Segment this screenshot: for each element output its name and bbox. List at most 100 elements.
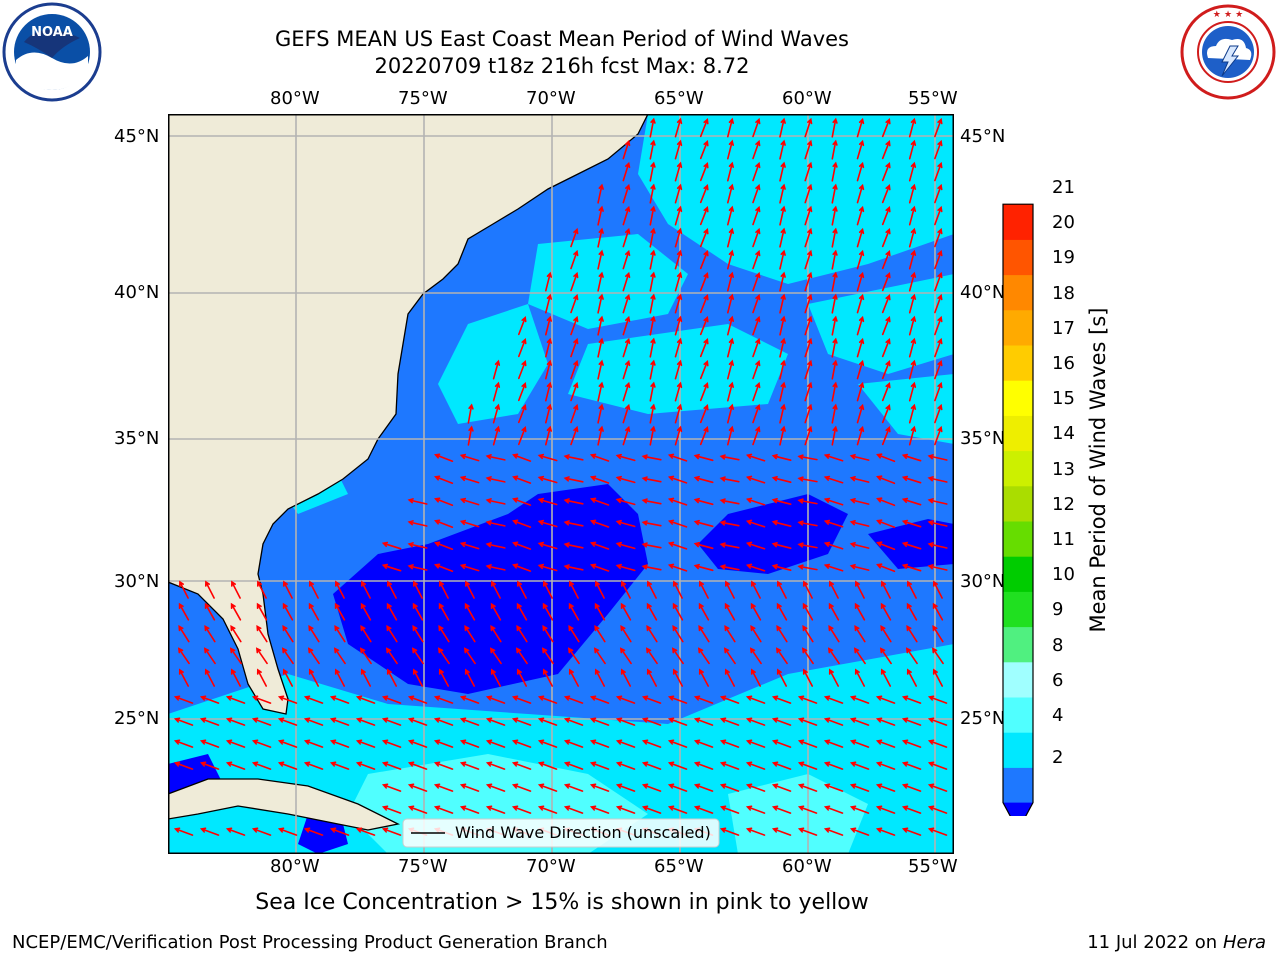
wave-direction-arrow xyxy=(693,783,714,792)
wave-direction-arrow xyxy=(856,139,865,160)
wave-direction-arrow xyxy=(641,564,662,571)
wave-direction-arrow xyxy=(563,805,584,814)
wave-direction-arrow xyxy=(381,541,402,550)
wave-direction-arrow xyxy=(517,580,527,599)
wave-direction-arrow xyxy=(849,739,870,748)
wave-direction-arrow xyxy=(802,668,813,687)
wave-direction-arrow xyxy=(360,624,372,643)
wave-direction-arrow xyxy=(459,695,480,704)
wave-direction-arrow xyxy=(433,783,454,792)
wave-direction-arrow xyxy=(674,315,683,336)
wave-direction-arrow xyxy=(329,717,350,726)
wave-direction-arrow xyxy=(257,580,267,599)
wave-direction-arrow xyxy=(459,563,480,572)
colorbar-label: Mean Period of Wind Waves [s] xyxy=(1086,307,1110,633)
wave-direction-arrow xyxy=(849,783,870,792)
wave-direction-arrow xyxy=(589,695,610,704)
wave-direction-arrow xyxy=(804,139,813,160)
wave-direction-arrow xyxy=(823,453,844,462)
wave-direction-arrow xyxy=(674,337,683,358)
wave-direction-arrow xyxy=(360,668,371,687)
wave-direction-arrow xyxy=(204,624,216,643)
wave-direction-arrow xyxy=(856,425,865,446)
wave-direction-arrow xyxy=(875,783,896,792)
wave-direction-arrow xyxy=(333,647,346,665)
wave-direction-arrow xyxy=(674,227,683,248)
wave-direction-arrow xyxy=(876,453,896,463)
wave-direction-arrow xyxy=(727,227,734,248)
wave-direction-arrow xyxy=(724,624,736,643)
wave-direction-arrow xyxy=(779,403,786,424)
wave-direction-arrow xyxy=(303,827,324,836)
wave-direction-arrow xyxy=(856,293,865,314)
wave-direction-arrow xyxy=(329,695,350,704)
wave-direction-arrow xyxy=(308,668,319,687)
wave-direction-arrow xyxy=(752,271,761,292)
wave-direction-arrow xyxy=(622,403,631,424)
wave-direction-arrow xyxy=(752,381,761,402)
wave-direction-arrow xyxy=(752,359,761,380)
wave-direction-arrow xyxy=(649,381,656,402)
wave-direction-arrow xyxy=(433,717,454,726)
colorbar-extension xyxy=(1003,802,1033,817)
wave-direction-arrow xyxy=(381,739,402,748)
wave-direction-arrow xyxy=(727,139,734,160)
wave-direction-arrow xyxy=(828,668,839,687)
wave-direction-arrow xyxy=(849,454,870,461)
wave-direction-arrow xyxy=(570,271,579,292)
wave-direction-arrow xyxy=(853,647,866,665)
wave-direction-arrow xyxy=(698,602,710,621)
wave-direction-arrow xyxy=(251,695,272,704)
wave-direction-arrow xyxy=(856,381,865,402)
wave-direction-arrow xyxy=(537,695,558,704)
wave-direction-arrow xyxy=(641,498,662,505)
wave-direction-arrow xyxy=(355,695,376,704)
wave-direction-arrow xyxy=(545,337,552,358)
wave-direction-arrow xyxy=(615,761,636,770)
lat-label-right-30n: 30°N xyxy=(960,571,1006,592)
wave-direction-arrow xyxy=(537,805,558,814)
wave-direction-arrow xyxy=(775,647,788,665)
wave-direction-arrow xyxy=(674,293,683,314)
wave-direction-arrow xyxy=(719,783,740,792)
wave-direction-arrow xyxy=(750,668,761,687)
wave-direction-arrow xyxy=(485,805,506,814)
wave-direction-arrow xyxy=(621,580,631,599)
wave-direction-arrow xyxy=(771,717,792,726)
wave-direction-arrow xyxy=(907,580,917,599)
nws-logo: ★ ★ ★ xyxy=(1180,4,1276,100)
wave-direction-arrow xyxy=(727,337,734,358)
wave-direction-arrow xyxy=(589,541,610,550)
wave-direction-arrow xyxy=(649,249,656,270)
wave-direction-arrow xyxy=(797,476,818,483)
wave-direction-arrow xyxy=(831,161,838,182)
wave-direction-arrow xyxy=(745,783,766,792)
wave-direction-arrow xyxy=(771,739,792,748)
wave-direction-arrow xyxy=(537,497,558,506)
wave-direction-arrow xyxy=(597,315,604,336)
wave-direction-arrow xyxy=(752,293,761,314)
wave-direction-arrow xyxy=(459,453,480,462)
colorbar-tick-label: 15 xyxy=(1052,388,1075,410)
wave-direction-arrow xyxy=(876,497,896,507)
wave-direction-arrow xyxy=(615,563,636,572)
colorbar-tick-label: 6 xyxy=(1052,669,1064,691)
wave-direction-arrow xyxy=(282,668,293,687)
wave-direction-arrow xyxy=(674,249,683,270)
wave-direction-arrow xyxy=(593,647,606,665)
wave-direction-arrow xyxy=(854,602,866,621)
wave-direction-arrow xyxy=(308,624,320,643)
wave-direction-arrow xyxy=(563,564,584,571)
wave-direction-arrow xyxy=(804,117,813,138)
wave-direction-arrow xyxy=(779,271,786,292)
wave-direction-arrow xyxy=(745,739,766,748)
wave-direction-arrow xyxy=(537,453,558,462)
wave-direction-arrow xyxy=(459,761,480,770)
wave-direction-arrow xyxy=(256,602,268,621)
wave-direction-arrow xyxy=(329,739,350,748)
wave-direction-arrow xyxy=(901,761,922,770)
wave-direction-arrow xyxy=(438,668,449,687)
noaa-logo: NOAA xyxy=(2,2,102,102)
wave-direction-arrow xyxy=(433,761,454,770)
wave-direction-arrow xyxy=(622,359,631,380)
